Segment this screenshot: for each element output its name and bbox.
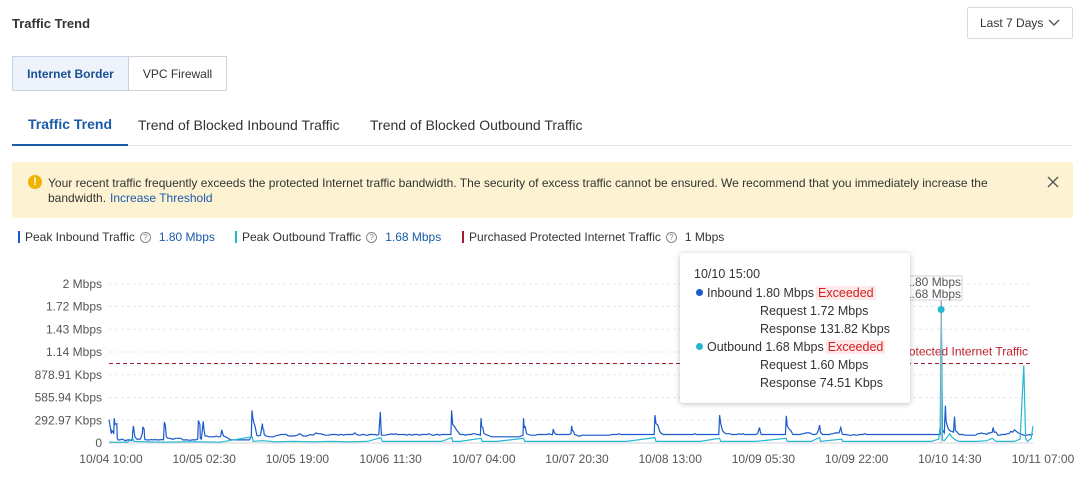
chart-legend: Peak Inbound Traffic ? 1.80 Mbps Peak Ou… xyxy=(0,229,1090,245)
y-tick-label: 1.14 Mbps xyxy=(46,345,102,359)
x-tick-label: 10/07 20:30 xyxy=(545,452,609,466)
tooltip-inbound-request: Request 1.72 Mbps xyxy=(760,304,869,318)
segment-internet-border[interactable]: Internet Border xyxy=(12,56,129,91)
chevron-down-icon xyxy=(1048,19,1060,26)
legend-purchased-swatch xyxy=(462,231,464,243)
peak-label-outbound: 1.68 Mbps xyxy=(905,287,961,301)
x-tick-label: 10/09 05:30 xyxy=(732,452,796,466)
x-tick-label: 10/05 02:30 xyxy=(172,452,236,466)
y-tick-label: 2 Mbps xyxy=(63,277,102,291)
y-tick-label: 0 xyxy=(95,436,102,450)
x-tick-label: 10/05 19:00 xyxy=(266,452,330,466)
date-range-select[interactable]: Last 7 Days xyxy=(967,7,1073,39)
legend-outbound-swatch xyxy=(235,231,237,243)
legend-purchased-label: Purchased Protected Internet Traffic xyxy=(469,230,661,244)
legend-inbound: Peak Inbound Traffic ? 1.80 Mbps xyxy=(18,229,215,245)
chart-series xyxy=(108,280,1034,443)
y-tick-label: 1.72 Mbps xyxy=(46,300,102,314)
y-tick-label: 1.43 Mbps xyxy=(46,322,102,336)
alert-text: Your recent traffic frequently exceeds t… xyxy=(48,176,988,205)
series-line-inbound xyxy=(108,299,1034,442)
bandwidth-warning-alert: ! Your recent traffic frequently exceeds… xyxy=(12,162,1073,218)
tooltip-outbound: Outbound 1.68 Mbps xyxy=(707,340,824,354)
alert-message: Your recent traffic frequently exceeds t… xyxy=(48,176,998,206)
y-tick-label: 292.97 Kbps xyxy=(35,413,102,427)
y-tick-label: 878.91 Kbps xyxy=(35,368,102,382)
peak-label-inbound: 1.80 Mbps xyxy=(905,275,961,289)
legend-outbound: Peak Outbound Traffic ? 1.68 Mbps xyxy=(235,229,441,245)
x-axis-ticks: 10/04 10:00 10/05 02:30 10/05 19:00 10/06 1… xyxy=(79,452,1074,466)
x-tick-label: 10/06 11:30 xyxy=(359,452,422,466)
y-axis-ticks: 0 292.97 Kbps 585.94 Kbps 878.91 Kbps 1.14 M… xyxy=(35,277,103,450)
tab-blocked-inbound[interactable]: Trend of Blocked Inbound Traffic xyxy=(138,116,340,133)
tooltip-inbound-response: Response 131.82 Kbps xyxy=(760,322,890,336)
help-icon[interactable]: ? xyxy=(665,231,677,243)
x-tick-label: 10/09 22:00 xyxy=(825,452,889,466)
legend-purchased: Purchased Protected Internet Traffic ? 1… xyxy=(462,229,724,245)
y-tick-label: 585.94 Kbps xyxy=(35,391,102,405)
outbound-dot-icon xyxy=(696,343,703,350)
warning-icon: ! xyxy=(28,175,42,189)
scope-segment: Internet Border VPC Firewall xyxy=(12,56,227,91)
x-tick-label: 10/04 10:00 xyxy=(79,452,143,466)
x-tick-label: 10/11 07:00 xyxy=(1012,452,1075,466)
traffic-chart[interactable]: 0 292.97 Kbps 585.94 Kbps 878.91 Kbps 1.14 M… xyxy=(0,250,1090,486)
tooltip-inbound: Inbound 1.80 Mbps xyxy=(707,286,815,300)
tooltip-time: 10/10 15:00 xyxy=(694,267,761,281)
tooltip-inbound-row: Inbound 1.80 Mbps Exceeded xyxy=(696,286,876,300)
chart-tooltip: 10/10 15:00 Inbound 1.80 Mbps Exceeded Re… xyxy=(680,253,910,403)
legend-inbound-swatch xyxy=(18,231,20,243)
peak-label-box xyxy=(901,275,963,301)
tab-blocked-outbound[interactable]: Trend of Blocked Outbound Traffic xyxy=(370,116,583,133)
help-icon[interactable]: ? xyxy=(366,231,378,243)
help-icon[interactable]: ? xyxy=(139,231,151,243)
series-line-outbound xyxy=(109,309,1034,443)
increase-threshold-link[interactable]: Increase Threshold xyxy=(110,191,213,205)
x-tick-label: 10/10 14:30 xyxy=(918,452,982,466)
close-icon[interactable] xyxy=(1047,176,1059,188)
legend-purchased-value: 1 Mbps xyxy=(684,230,725,244)
tooltip-outbound-request: Request 1.60 Mbps xyxy=(760,358,869,372)
exceeded-badge: Exceeded xyxy=(825,340,886,354)
inbound-dot-icon xyxy=(696,289,703,296)
legend-inbound-value: 1.80 Mbps xyxy=(158,230,215,244)
x-tick-label: 10/08 13:00 xyxy=(638,452,702,466)
page-title: Traffic Trend xyxy=(12,16,91,31)
segment-vpc-firewall[interactable]: VPC Firewall xyxy=(129,56,227,91)
outbound-peak-marker xyxy=(937,305,945,313)
legend-inbound-label: Peak Inbound Traffic xyxy=(25,230,135,244)
exceeded-badge: Exceeded xyxy=(816,286,876,300)
tooltip-outbound-row: Outbound 1.68 Mbps Exceeded xyxy=(696,340,886,354)
tab-bar: Traffic Trend Trend of Blocked Inbound T… xyxy=(12,103,1073,146)
tab-traffic-trend[interactable]: Traffic Trend xyxy=(12,103,129,146)
x-tick-label: 10/07 04:00 xyxy=(452,452,516,466)
legend-outbound-label: Peak Outbound Traffic xyxy=(242,230,362,244)
legend-outbound-value: 1.68 Mbps xyxy=(385,230,442,244)
tooltip-outbound-response: Response 74.51 Kbps xyxy=(760,376,884,390)
date-range-value: Last 7 Days xyxy=(980,16,1044,30)
